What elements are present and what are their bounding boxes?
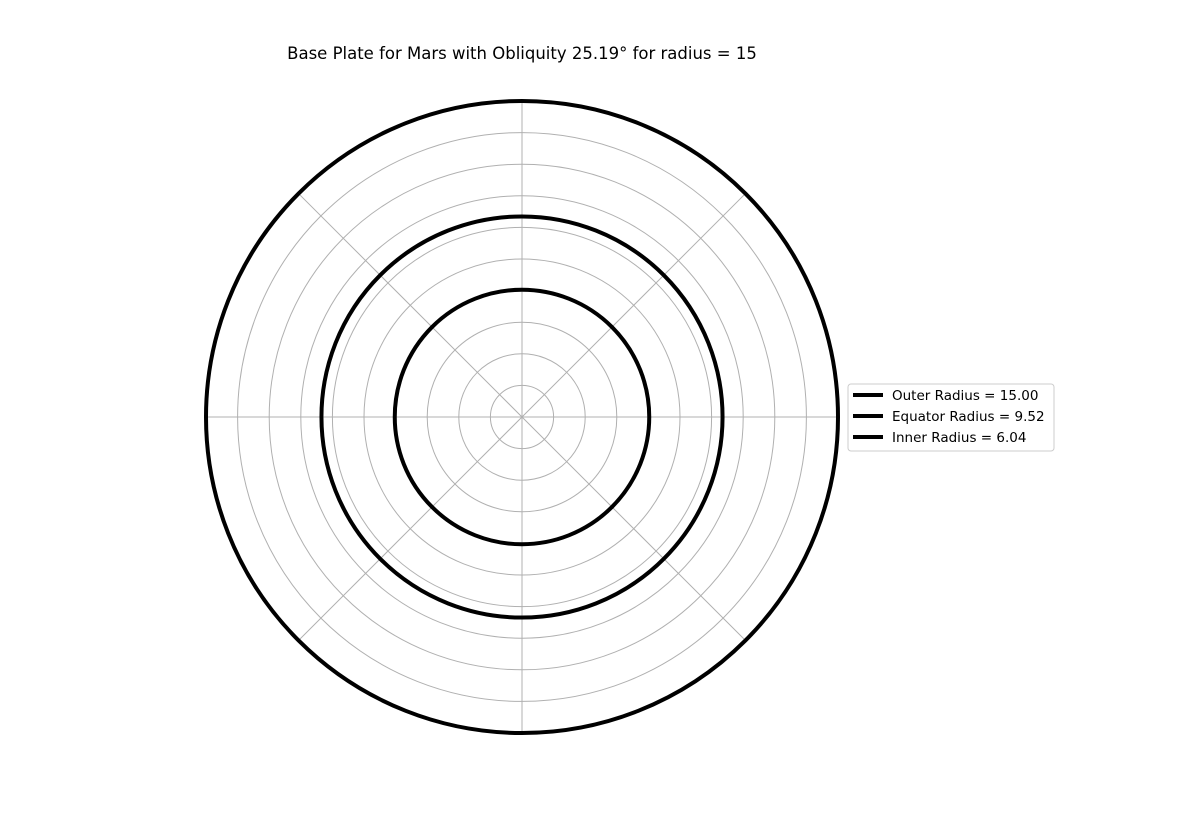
angular-gridline-45: [521, 193, 746, 418]
angular-gridline-225: [298, 416, 523, 641]
legend: Outer Radius = 15.00 Equator Radius = 9.5…: [847, 383, 1055, 452]
polar-grid: [205, 100, 839, 734]
angular-gridline-315: [521, 416, 746, 641]
angular-gridline-135: [298, 193, 523, 418]
polar-axes-frame: [204, 99, 840, 735]
chart-title: Base Plate for Mars with Obliquity 25.19…: [287, 44, 757, 63]
legend-label-2: Equator Radius = 9.52: [892, 409, 1045, 425]
series-circle-2: [319, 214, 725, 620]
legend-label-1: Outer Radius = 15.00: [892, 388, 1038, 404]
legend-box: [847, 383, 1055, 452]
series-circle-3: [392, 287, 652, 547]
legend-label-3: Inner Radius = 6.04: [892, 430, 1026, 446]
